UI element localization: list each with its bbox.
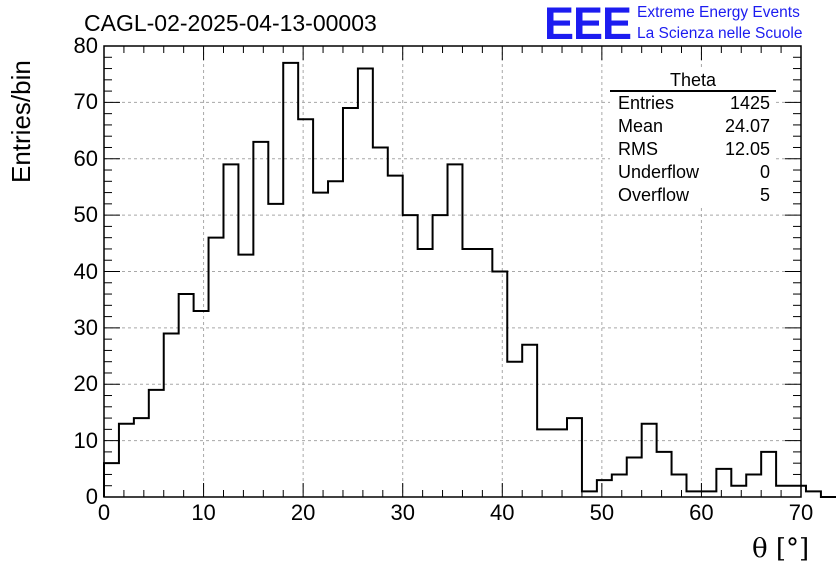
x-tick-label: 0 — [97, 500, 111, 525]
histogram-bin — [507, 362, 522, 497]
stats-title: Theta — [610, 70, 776, 92]
stats-value: 5 — [759, 185, 770, 205]
histogram-bin — [791, 486, 806, 497]
x-tick-label: 10 — [191, 500, 216, 525]
histogram-bin — [313, 193, 328, 497]
stats-row-underflow: Underflow 0 — [610, 161, 776, 184]
histogram-bin — [104, 463, 119, 497]
stats-label: Mean — [618, 116, 664, 136]
chart-title: CAGL-02-2025-04-13-00003 — [84, 10, 377, 36]
histogram-bin — [627, 458, 642, 497]
y-tick-label: 50 — [73, 202, 98, 228]
x-tick-label: 60 — [689, 500, 714, 525]
histogram-bin — [223, 164, 238, 497]
y-tick-label: 30 — [73, 314, 98, 340]
y-tick-label: 40 — [73, 258, 98, 284]
stats-box: Theta Entries 1425 Mean 24.07 RMS 12.05 … — [610, 70, 776, 207]
histogram-bin — [253, 142, 268, 497]
histogram-bin — [328, 181, 343, 497]
stats-label: RMS — [618, 139, 658, 159]
histogram-bin — [657, 452, 672, 497]
histogram-bin — [209, 238, 224, 497]
y-tick-label: 20 — [73, 371, 98, 397]
x-tick-label: 50 — [589, 500, 615, 525]
stats-row-rms: RMS 12.05 — [610, 138, 776, 161]
histogram-bin — [716, 469, 731, 497]
histogram-bin — [418, 249, 433, 497]
histogram-bin — [522, 345, 537, 497]
histogram-bin — [672, 474, 687, 497]
histogram-bin — [134, 418, 149, 497]
y-tick-label: 80 — [73, 33, 98, 58]
stats-value: 24.07 — [724, 116, 770, 136]
x-tick-label: 40 — [490, 500, 515, 525]
stats-row-overflow: Overflow 5 — [610, 184, 776, 207]
histogram-bin — [597, 480, 612, 497]
x-tick-label: 30 — [390, 500, 415, 525]
histogram-bin — [238, 255, 253, 497]
histogram-bin — [164, 334, 179, 497]
histogram-bin — [373, 147, 388, 497]
stats-value: 12.05 — [724, 139, 770, 159]
histogram-bin — [343, 108, 358, 497]
histogram-bin — [194, 311, 209, 497]
histogram-bin — [433, 215, 448, 497]
histogram-bin — [403, 215, 418, 497]
histogram-bin — [358, 69, 373, 497]
histogram-bin — [283, 63, 298, 497]
histogram-bin — [477, 249, 492, 497]
histogram-series — [103, 61, 836, 498]
histogram-bin — [552, 429, 567, 497]
histogram-bin — [119, 424, 134, 497]
stats-value: 1425 — [729, 93, 770, 113]
stats-label: Overflow — [618, 185, 690, 205]
x-axis-label: θ [°] — [752, 534, 810, 564]
histogram-bin — [149, 390, 164, 497]
histogram-bin — [761, 452, 776, 497]
histogram-bin — [179, 294, 194, 497]
histogram-bin — [537, 429, 552, 497]
x-tick-label: 20 — [290, 500, 316, 525]
stats-label: Underflow — [618, 162, 700, 182]
logo-text-line1: Extreme Energy Events — [637, 4, 800, 21]
histogram-bin — [462, 249, 477, 497]
histogram-bin — [746, 474, 761, 497]
stats-row-mean: Mean 24.07 — [610, 115, 776, 138]
stats-row-entries: Entries 1425 — [610, 92, 776, 115]
y-tick-label: 70 — [73, 89, 98, 115]
histogram-bin — [612, 474, 627, 497]
y-axis-label: Entries/bin — [6, 60, 36, 183]
histogram-bin — [268, 204, 283, 497]
y-tick-label: 10 — [73, 427, 98, 453]
stats-label: Entries — [618, 93, 675, 113]
stats-value: 0 — [759, 162, 770, 182]
histogram-bin — [567, 418, 582, 497]
x-tick-label: 70 — [788, 500, 814, 525]
eee-logo: EEE — [544, 0, 632, 49]
histogram-bin — [731, 486, 746, 497]
logo-text-line2: La Scienza nelle Scuole — [637, 25, 803, 42]
y-tick-label: 0 — [85, 484, 98, 509]
histogram-bin — [388, 176, 403, 497]
histogram-bin — [776, 486, 791, 497]
y-tick-label: 60 — [73, 145, 98, 171]
histogram-bin — [448, 164, 463, 497]
histogram-bin — [642, 424, 657, 497]
